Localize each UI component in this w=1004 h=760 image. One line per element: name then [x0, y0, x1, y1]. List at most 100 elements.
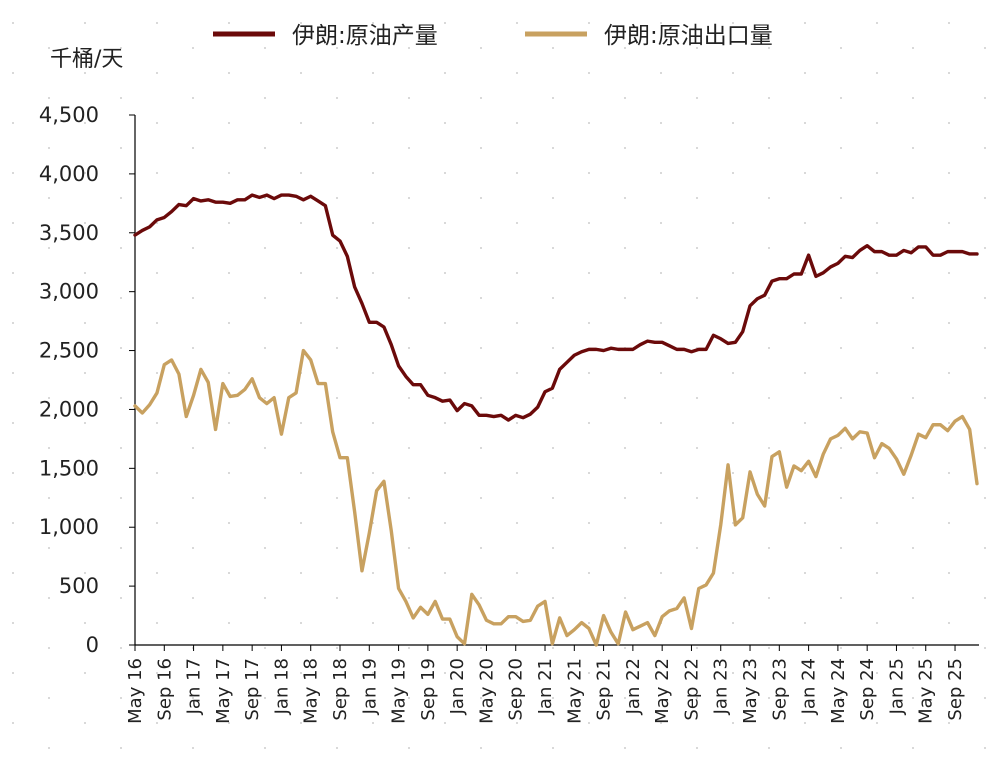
background-dot: [840, 97, 842, 99]
background-dot: [444, 472, 446, 474]
background-dot: [444, 172, 446, 174]
background-dot: [660, 722, 662, 724]
background-dot: [480, 697, 482, 699]
background-dot: [84, 522, 86, 524]
background-dot: [768, 597, 770, 599]
background-dot: [120, 47, 122, 49]
background-dot: [372, 622, 374, 624]
background-dot: [444, 722, 446, 724]
background-dot: [876, 22, 878, 24]
background-dot: [732, 472, 734, 474]
background-dot: [300, 622, 302, 624]
x-axis-ticks: May 16 Sep 16 Jan 17 May 17 Sep 17 Jan 18 May …: [125, 645, 966, 724]
background-dot: [804, 372, 806, 374]
background-dot: [660, 322, 662, 324]
background-dot: [948, 522, 950, 524]
background-dot: [660, 172, 662, 174]
background-dot: [804, 622, 806, 624]
background-dot: [444, 622, 446, 624]
background-dot: [48, 747, 50, 749]
legend-label-crude-exports: 伊朗:原油出口量: [604, 23, 773, 49]
background-dot: [804, 272, 806, 274]
background-dot: [300, 572, 302, 574]
background-dot: [768, 97, 770, 99]
background-dot: [588, 272, 590, 274]
background-dot: [264, 597, 266, 599]
background-dot: [480, 147, 482, 149]
background-dot: [876, 622, 878, 624]
background-dot: [804, 672, 806, 674]
background-dot: [228, 622, 230, 624]
background-dot: [192, 247, 194, 249]
background-dot: [912, 297, 914, 299]
background-dot: [624, 447, 626, 449]
background-dot: [408, 147, 410, 149]
background-dot: [480, 447, 482, 449]
background-dot: [912, 647, 914, 649]
y-tick-label: 1,500: [39, 456, 99, 480]
background-dot: [12, 372, 14, 374]
background-dot: [696, 197, 698, 199]
background-dot: [516, 222, 518, 224]
background-dot: [156, 472, 158, 474]
background-dot: [840, 747, 842, 749]
background-dot: [768, 647, 770, 649]
background-dot: [948, 672, 950, 674]
x-tick-label: Jan 17: [184, 658, 205, 715]
background-dot: [984, 147, 986, 149]
background-dot: [840, 397, 842, 399]
background-dot: [768, 347, 770, 349]
background-dot: [948, 122, 950, 124]
background-dot: [552, 147, 554, 149]
x-tick-label: Jan 23: [711, 658, 732, 715]
background-dot: [372, 472, 374, 474]
background-dot: [228, 122, 230, 124]
background-dot: [984, 97, 986, 99]
background-dot: [588, 672, 590, 674]
background-dot: [12, 222, 14, 224]
background-dot: [408, 297, 410, 299]
background-dot: [12, 322, 14, 324]
background-dot: [912, 397, 914, 399]
background-dot: [192, 347, 194, 349]
y-tick-label: 500: [59, 574, 99, 598]
background-dot: [732, 22, 734, 24]
background-dot: [444, 372, 446, 374]
background-dot: [588, 622, 590, 624]
background-dot: [588, 472, 590, 474]
background-dot: [192, 547, 194, 549]
background-dot: [840, 447, 842, 449]
series-line-crude-exports: [133, 348, 979, 647]
background-dot: [696, 297, 698, 299]
background-dot: [660, 422, 662, 424]
background-dot: [660, 472, 662, 474]
background-dot: [12, 272, 14, 274]
background-dot: [768, 497, 770, 499]
background-dot: [408, 97, 410, 99]
background-dot: [624, 497, 626, 499]
x-tick-label: May 22: [652, 658, 673, 724]
background-dot: [876, 72, 878, 74]
background-dot: [84, 22, 86, 24]
background-dot: [12, 522, 14, 524]
series-layer: [133, 193, 979, 647]
background-dot: [552, 647, 554, 649]
y-tick-label: 3,500: [39, 221, 99, 245]
background-dot: [156, 322, 158, 324]
background-dot: [84, 622, 86, 624]
background-dot: [480, 597, 482, 599]
background-dot: [192, 47, 194, 49]
background-dot: [84, 122, 86, 124]
x-tick-label: May 20: [476, 658, 497, 724]
background-dot: [336, 597, 338, 599]
background-dot: [804, 722, 806, 724]
background-dot: [84, 572, 86, 574]
background-dot: [408, 47, 410, 49]
background-dot: [408, 197, 410, 199]
background-dot: [660, 572, 662, 574]
background-dot: [120, 497, 122, 499]
y-tick-label: 2,500: [39, 339, 99, 363]
background-dot: [948, 572, 950, 574]
